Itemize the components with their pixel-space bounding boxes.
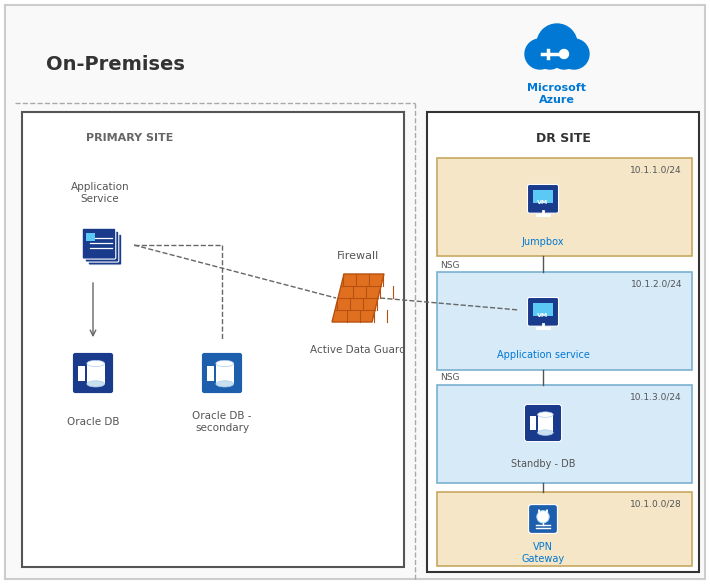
Circle shape	[559, 50, 569, 58]
Ellipse shape	[216, 360, 234, 367]
Text: VM: VM	[537, 200, 549, 204]
Bar	[207, 366, 214, 381]
Ellipse shape	[87, 381, 104, 387]
Text: On-Premises: On-Premises	[45, 55, 185, 75]
Bar	[22, 112, 404, 567]
Ellipse shape	[87, 360, 104, 367]
Bar	[437, 158, 692, 256]
FancyBboxPatch shape	[528, 185, 559, 213]
Circle shape	[525, 39, 555, 69]
FancyBboxPatch shape	[528, 505, 557, 533]
Bar	[216, 363, 234, 384]
Text: VPN
Gateway: VPN Gateway	[521, 542, 564, 564]
Bar	[533, 303, 553, 316]
Circle shape	[537, 43, 563, 69]
Text: Standby - DB: Standby - DB	[510, 459, 575, 469]
Text: Oracle DB -
secondary: Oracle DB - secondary	[192, 411, 252, 433]
FancyBboxPatch shape	[88, 234, 122, 265]
Bar	[87, 363, 104, 384]
Text: Application service: Application service	[496, 350, 589, 360]
Text: 10.1.0.0/28: 10.1.0.0/28	[630, 499, 682, 509]
Text: Application
Service: Application Service	[71, 182, 129, 204]
FancyBboxPatch shape	[82, 228, 116, 259]
Bar	[437, 272, 692, 370]
Text: NSG: NSG	[440, 374, 459, 383]
Circle shape	[551, 43, 577, 69]
Text: Active Data Guard: Active Data Guard	[310, 345, 406, 355]
Bar	[77, 366, 85, 381]
Bar	[437, 492, 692, 566]
Circle shape	[559, 39, 589, 69]
FancyBboxPatch shape	[528, 297, 559, 326]
Text: Microsoft
Azure: Microsoft Azure	[528, 83, 586, 105]
Text: PRIMARY SITE: PRIMARY SITE	[87, 133, 174, 143]
FancyBboxPatch shape	[72, 352, 114, 394]
Text: VM: VM	[537, 312, 549, 318]
Text: Firewall: Firewall	[337, 251, 379, 261]
FancyBboxPatch shape	[85, 231, 119, 262]
Ellipse shape	[537, 412, 553, 418]
Text: Oracle DB: Oracle DB	[67, 417, 119, 427]
Ellipse shape	[537, 430, 553, 435]
Bar	[537, 415, 553, 433]
Text: DR SITE: DR SITE	[535, 131, 591, 144]
Bar	[533, 190, 553, 203]
Text: Jumpbox: Jumpbox	[522, 237, 564, 247]
Text: NSG: NSG	[440, 260, 459, 269]
Circle shape	[537, 510, 549, 523]
Ellipse shape	[216, 381, 234, 387]
FancyBboxPatch shape	[525, 404, 562, 442]
Bar	[87, 233, 95, 241]
Polygon shape	[332, 274, 384, 322]
FancyBboxPatch shape	[202, 352, 243, 394]
Bar	[530, 416, 536, 430]
Text: 10.1.2.0/24: 10.1.2.0/24	[630, 280, 682, 288]
Text: 10.1.3.0/24: 10.1.3.0/24	[630, 392, 682, 402]
Text: 10.1.1.0/24: 10.1.1.0/24	[630, 165, 682, 175]
Circle shape	[537, 24, 577, 64]
Bar	[427, 112, 699, 572]
Bar	[437, 385, 692, 483]
